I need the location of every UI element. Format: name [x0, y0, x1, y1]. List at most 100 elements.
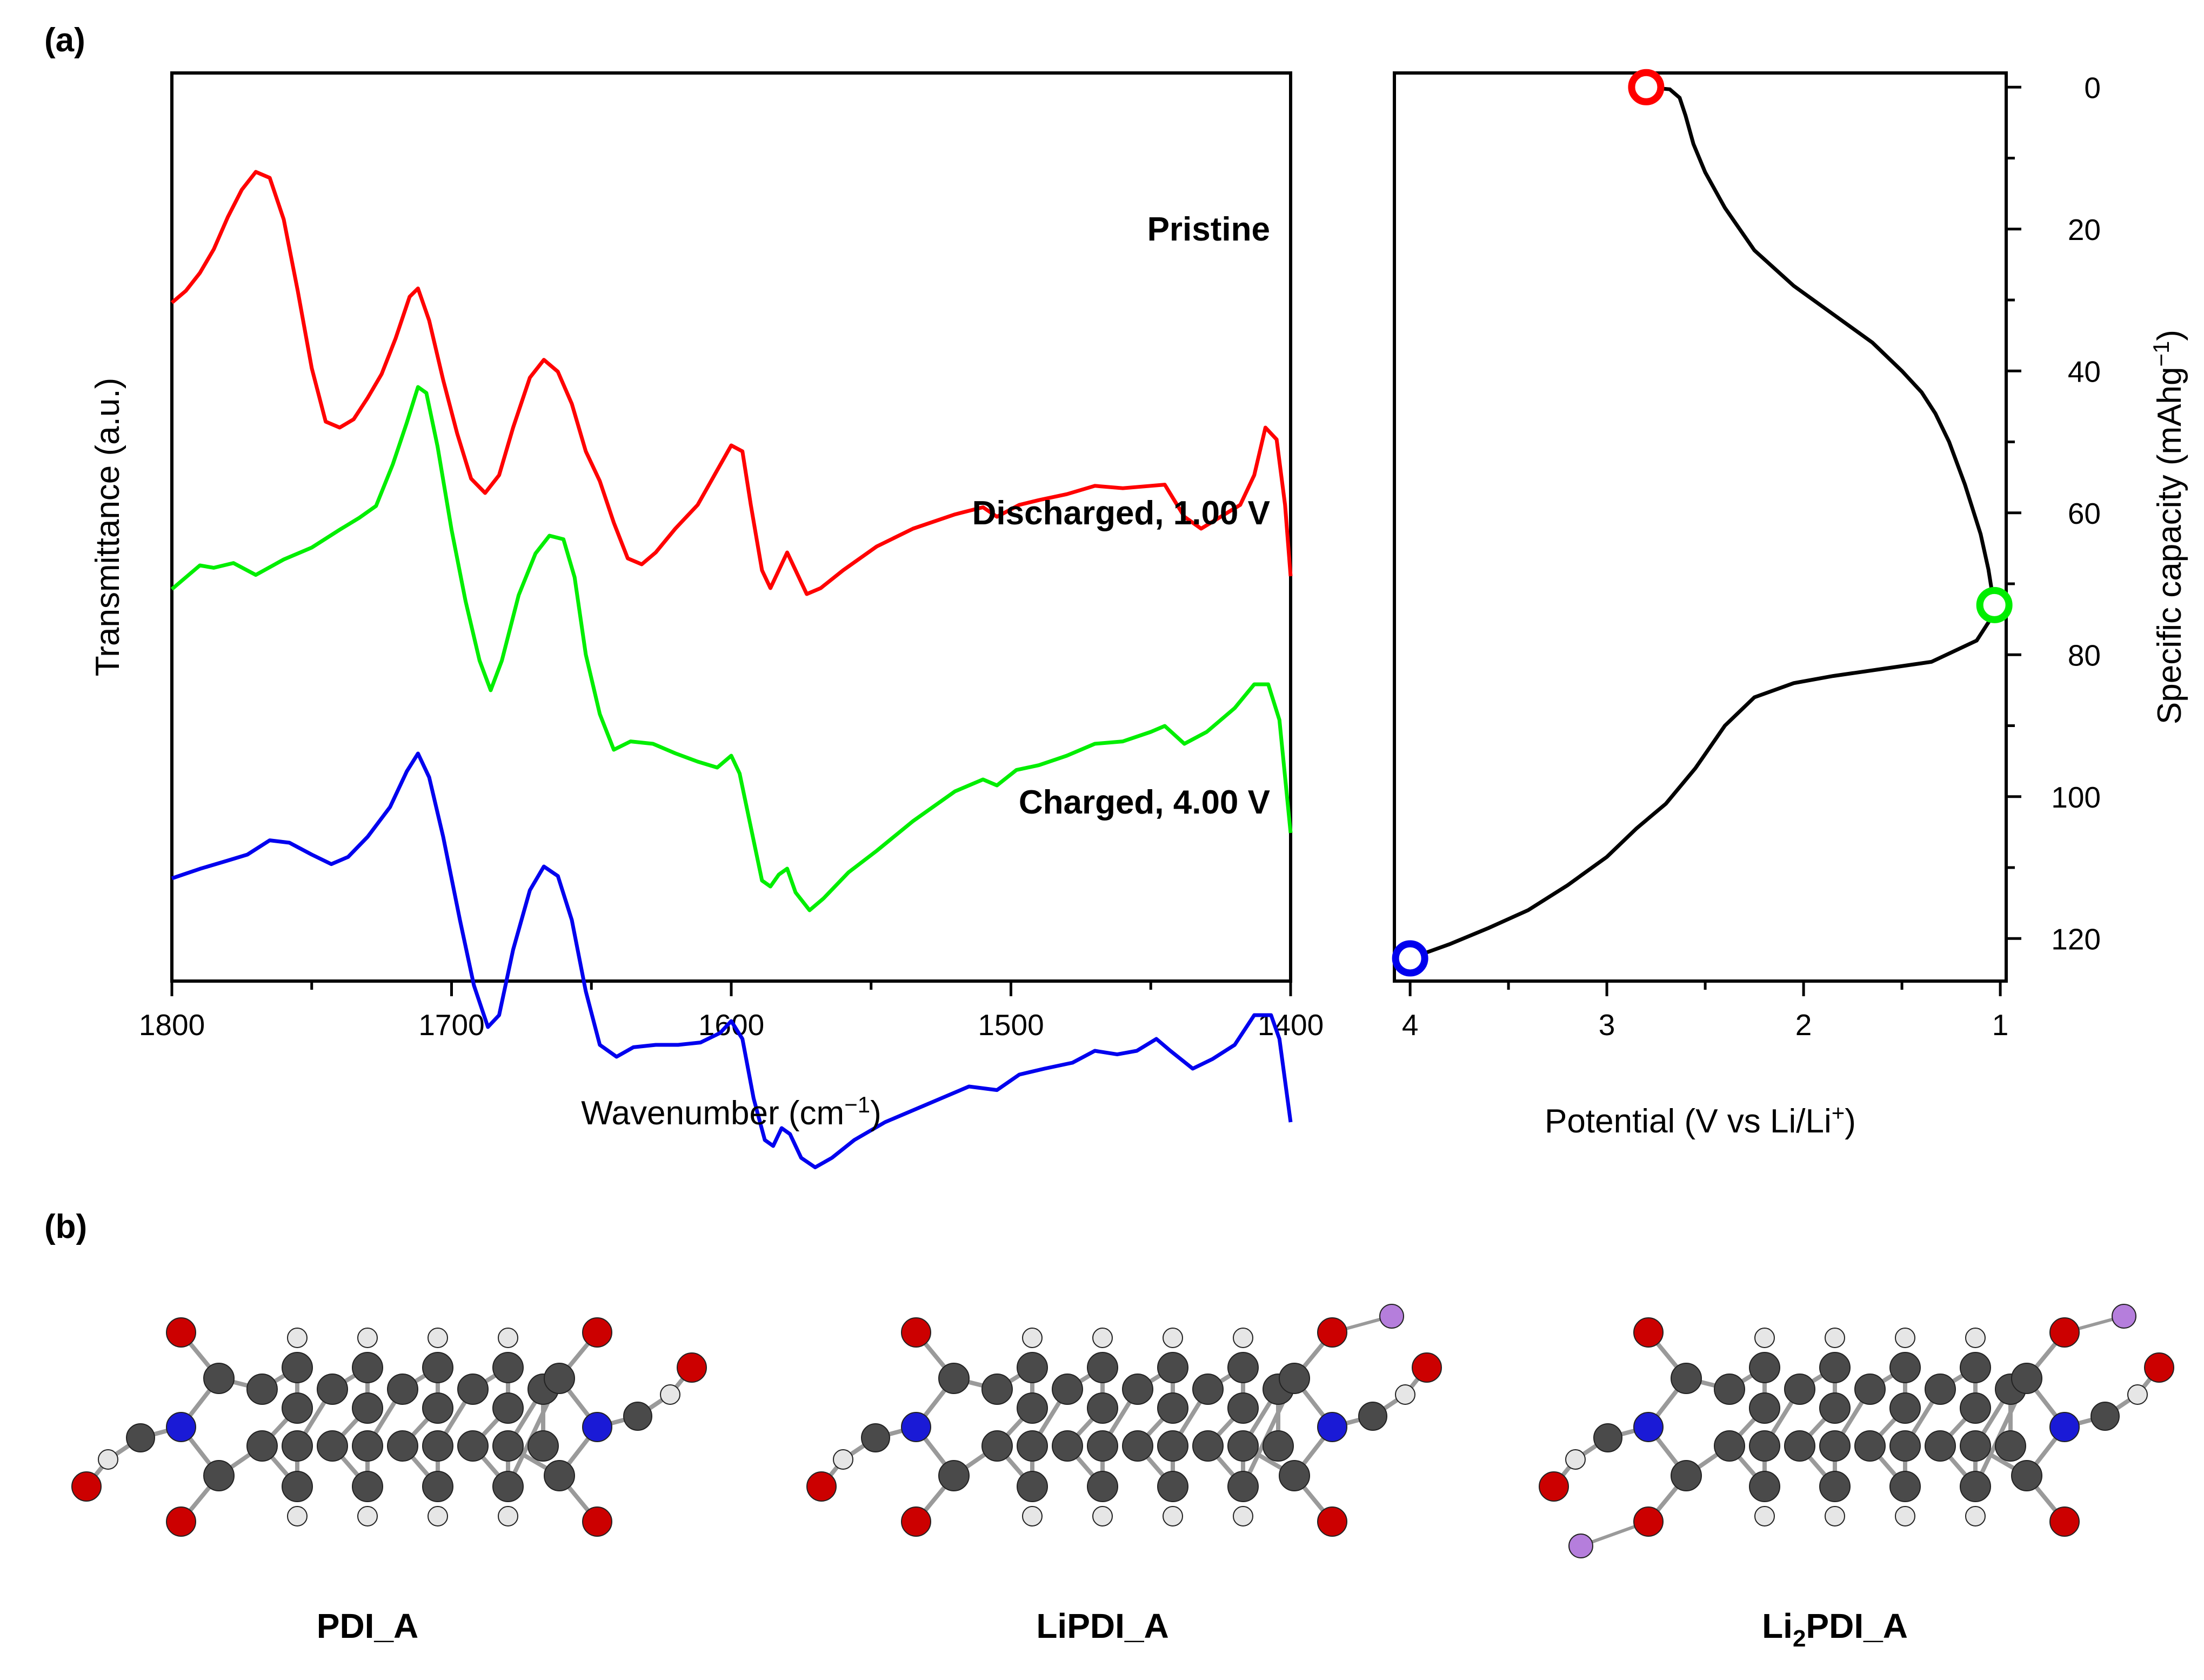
carbon-atom — [492, 1392, 524, 1424]
oxygen-atom — [1317, 1506, 1347, 1537]
hydrogen-atom — [428, 1328, 448, 1348]
capacity-x-axis-title: Potential (V vs Li/Li+) — [1545, 1100, 1856, 1140]
carbon-atom — [544, 1363, 575, 1394]
carbon-atom — [1854, 1374, 1886, 1405]
carbon-atom — [282, 1430, 313, 1462]
capacity-x-tick-label: 3 — [1599, 1008, 1615, 1042]
carbon-atom — [282, 1392, 313, 1424]
state-marker-0 — [1628, 69, 1665, 105]
molecule-lipdi-a — [806, 1304, 1442, 1537]
oxygen-atom — [1633, 1317, 1664, 1348]
carbon-atom — [1087, 1352, 1118, 1383]
carbon-atom — [1157, 1471, 1188, 1502]
hydrogen-atom — [1163, 1506, 1183, 1526]
state-markers — [1392, 69, 2013, 977]
carbon-atom — [1157, 1352, 1188, 1383]
carbon-atom — [2011, 1363, 2042, 1394]
carbon-atom — [387, 1374, 418, 1405]
carbon-atom — [1819, 1352, 1851, 1383]
carbon-atom — [623, 1402, 652, 1431]
carbon-atom — [457, 1430, 489, 1462]
carbon-atom — [422, 1392, 453, 1424]
carbon-atom — [422, 1352, 453, 1383]
capacity-y-tick-label: 0 — [2084, 71, 2101, 104]
hydrogen-atom — [498, 1328, 518, 1348]
carbon-atom — [1671, 1363, 1702, 1394]
carbon-atom — [1819, 1392, 1851, 1424]
hydrogen-atom — [287, 1328, 308, 1348]
hydrogen-atom — [1022, 1328, 1043, 1348]
oxygen-atom — [901, 1317, 931, 1348]
capacity-y-tick-label: 40 — [2068, 355, 2101, 388]
nitrogen-atom — [2049, 1412, 2080, 1442]
carbon-atom — [1889, 1392, 1921, 1424]
carbon-atom — [282, 1471, 313, 1502]
ftir-x-tick-label: 1400 — [1258, 1008, 1324, 1042]
carbon-atom — [282, 1352, 313, 1383]
carbon-atom — [492, 1471, 524, 1502]
ftir-y-axis-title: Transmittance (a.u.) — [89, 378, 126, 676]
series-label-pristine: Pristine — [1147, 211, 1270, 248]
oxygen-atom — [1317, 1317, 1347, 1348]
carbon-atom — [1749, 1392, 1780, 1424]
carbon-atom — [1925, 1430, 1956, 1462]
ftir-x-axis-title: Wavenumber (cm−1) — [581, 1092, 881, 1132]
carbon-atom — [352, 1352, 383, 1383]
carbon-atom — [1017, 1430, 1048, 1462]
hydrogen-atom — [833, 1449, 853, 1470]
molecule-panel: PDI_A LiPDI_A Li2PDI_A — [71, 1304, 2174, 1652]
carbon-atom — [1279, 1363, 1310, 1394]
carbon-atom — [1263, 1430, 1294, 1462]
carbon-atom — [1749, 1471, 1780, 1502]
state-marker-2 — [1392, 940, 1428, 977]
carbon-atom — [1087, 1392, 1118, 1424]
carbon-atom — [492, 1352, 524, 1383]
molecule-li2pdi-a — [1539, 1304, 2174, 1558]
carbon-atom — [1017, 1392, 1048, 1424]
series-label-discharged: Discharged, 1.00 V — [972, 495, 1270, 532]
carbon-atom — [1279, 1460, 1310, 1491]
oxygen-atom — [166, 1506, 196, 1537]
carbon-atom — [1784, 1374, 1815, 1405]
hydrogen-atom — [2127, 1384, 2148, 1405]
hydrogen-atom — [1022, 1506, 1043, 1526]
capacity-curve — [1409, 85, 1996, 961]
hydrogen-atom — [1565, 1449, 1586, 1470]
carbon-atom — [1671, 1460, 1702, 1491]
hydrogen-atom — [498, 1506, 518, 1526]
carbon-atom — [981, 1374, 1013, 1405]
carbon-atom — [1889, 1352, 1921, 1383]
carbon-atom — [1960, 1430, 1991, 1462]
carbon-atom — [1819, 1430, 1851, 1462]
ftir-series-group — [170, 170, 1293, 1170]
carbon-atom — [422, 1471, 453, 1502]
panel-label-b: (b) — [44, 1208, 87, 1245]
hydrogen-atom — [1895, 1328, 1915, 1348]
carbon-atom — [1593, 1423, 1622, 1452]
ftir-x-ticks: 1800 1700 1600 1500 1400 — [139, 981, 1324, 1042]
carbon-atom — [246, 1430, 278, 1462]
nitrogen-atom — [1633, 1412, 1664, 1442]
carbon-atom — [1227, 1352, 1259, 1383]
carbon-atom — [1358, 1402, 1387, 1431]
lithium-atom — [1379, 1304, 1404, 1329]
carbon-atom — [1960, 1392, 1991, 1424]
nitrogen-atom — [582, 1412, 612, 1442]
lithium-atom — [1568, 1534, 1593, 1558]
oxygen-atom — [1412, 1352, 1442, 1383]
ftir-series-line-2 — [171, 751, 1293, 1170]
hydrogen-atom — [1233, 1506, 1253, 1526]
carbon-atom — [1192, 1430, 1224, 1462]
carbon-atom — [1052, 1374, 1083, 1405]
hydrogen-atom — [1825, 1328, 1845, 1348]
carbon-atom — [203, 1363, 235, 1394]
molecule-pdi-a — [71, 1317, 707, 1537]
carbon-atom — [1087, 1430, 1118, 1462]
hydrogen-atom — [98, 1449, 118, 1470]
capacity-ticks: 4 3 2 1 0 20 40 60 80 100 120 — [1402, 71, 2101, 1042]
capacity-plot-frame — [1393, 71, 2008, 983]
carbon-atom — [457, 1374, 489, 1405]
hydrogen-atom — [287, 1506, 308, 1526]
oxygen-atom — [71, 1471, 102, 1502]
